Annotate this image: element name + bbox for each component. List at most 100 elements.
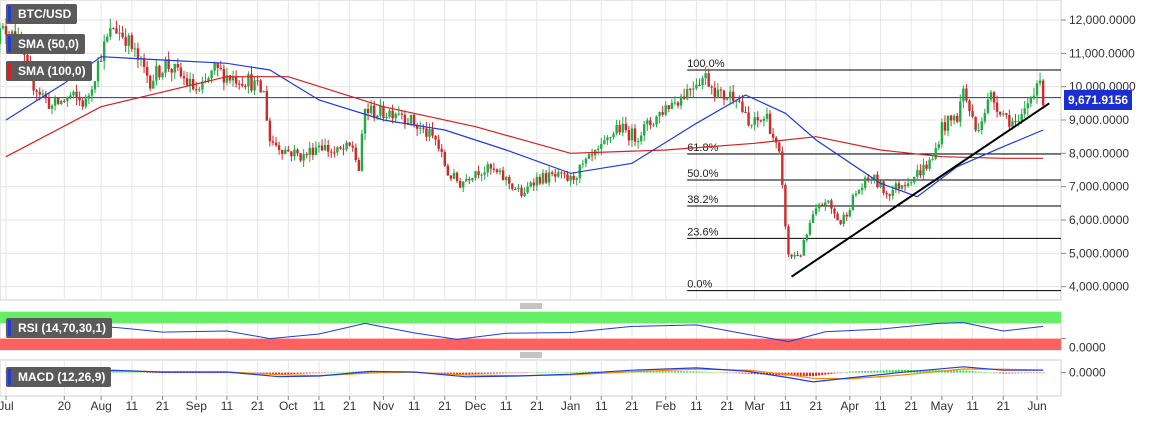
candle-up — [93, 81, 97, 94]
macd-histogram-bar — [216, 372, 219, 374]
candle-up — [695, 78, 698, 91]
macd-histogram-bar — [710, 372, 713, 373]
candle-body — [560, 172, 563, 174]
legend-sma100[interactable]: SMA (100,0) — [6, 61, 92, 81]
candle-up — [909, 178, 913, 187]
x-axis-tick-label: Feb — [655, 399, 676, 413]
candle-up — [1035, 80, 1039, 104]
candle-down — [489, 163, 493, 175]
candle-body — [854, 193, 858, 196]
candle-down — [667, 105, 670, 113]
candle-body — [799, 255, 802, 257]
candle-body — [821, 204, 824, 206]
x-axis-tick-label: 21 — [997, 399, 1011, 413]
legend-symbol[interactable]: BTC/USD — [6, 4, 78, 24]
macd-histogram-bar — [667, 371, 670, 373]
macd-histogram-bar — [753, 372, 756, 375]
candle-up — [72, 90, 75, 99]
candle-down — [882, 179, 885, 196]
candle-body — [127, 35, 130, 46]
macd-histogram-bar — [471, 372, 474, 375]
candle-down — [710, 85, 713, 95]
macd-histogram-bar — [321, 372, 324, 374]
candle-body — [897, 183, 901, 189]
candle-body — [268, 120, 272, 142]
macd-histogram-bar — [146, 372, 149, 374]
candle-down — [455, 171, 459, 184]
main-plot-area — [0, 0, 1062, 301]
candle-up — [725, 97, 729, 101]
x-axis-tick-label: Sep — [186, 399, 208, 413]
macd-histogram-bar — [201, 372, 204, 374]
candle-body — [689, 88, 692, 90]
macd-histogram-bar — [996, 372, 999, 374]
candle-down — [431, 122, 434, 139]
candle-body — [992, 92, 996, 103]
candle-body — [860, 187, 864, 191]
legend-macd[interactable]: MACD (12,26,9) — [6, 367, 112, 387]
candle-body — [369, 105, 373, 114]
candle-body — [713, 87, 717, 97]
candle-body — [618, 124, 621, 133]
x-axis-tick-label: Apr — [840, 399, 859, 413]
candle-down — [778, 141, 781, 155]
candle-up — [517, 183, 520, 192]
candle-up — [529, 180, 532, 188]
macd-histogram-bar — [492, 372, 495, 374]
candle-down — [1041, 78, 1045, 109]
candle-up — [606, 135, 609, 146]
macd-histogram-bar — [186, 372, 189, 374]
macd-histogram-bar — [848, 371, 851, 373]
macd-histogram-bar — [572, 371, 575, 373]
legend-rsi[interactable]: RSI (14,70,30,1) — [6, 318, 113, 338]
panel-splitter-1[interactable] — [520, 303, 542, 309]
candle-down — [719, 86, 723, 98]
x-axis-tick-label: 11 — [408, 399, 421, 413]
candle-body — [397, 113, 400, 115]
candle-down — [244, 83, 247, 90]
candle-up — [207, 76, 210, 84]
candle-body — [710, 86, 713, 88]
candle-body — [1029, 97, 1033, 104]
candle-body — [922, 164, 925, 176]
candle-body — [354, 147, 358, 160]
candle-down — [351, 141, 354, 152]
macd-histogram-bar — [176, 372, 179, 374]
candle-body — [802, 240, 805, 256]
candle-body — [336, 147, 339, 153]
candle-up — [753, 112, 756, 131]
candle-body — [201, 81, 204, 90]
candle-up — [0, 22, 2, 53]
candle-down — [142, 53, 146, 74]
candle-down — [722, 89, 726, 106]
candle-down — [280, 149, 284, 160]
macd-histogram-bar — [588, 371, 591, 373]
x-axis-tick-label: 11 — [779, 399, 792, 413]
candle-body — [124, 37, 127, 46]
candle-up — [152, 74, 155, 90]
macd-histogram-bar — [686, 371, 689, 373]
macd-histogram-bar — [968, 370, 971, 373]
candle-down — [366, 103, 370, 121]
candle-up — [66, 96, 69, 107]
candle-down — [468, 176, 471, 185]
candle-body — [112, 28, 115, 30]
candle-body — [685, 88, 689, 99]
macd-histogram-bar — [192, 372, 195, 374]
legend-sma50[interactable]: SMA (50,0) — [6, 34, 85, 54]
candle-body — [839, 220, 842, 224]
candle-up — [851, 193, 855, 211]
candle-down — [56, 97, 60, 106]
candle-down — [182, 70, 186, 86]
sma100-line — [5, 76, 1044, 159]
candle-down — [422, 124, 425, 134]
candle-body — [581, 163, 585, 165]
candle-body — [716, 89, 720, 97]
macd-histogram-bar — [830, 372, 833, 374]
candle-up — [802, 237, 805, 257]
candle-down — [1005, 112, 1008, 119]
candle-down — [747, 106, 750, 127]
candle-down — [437, 134, 440, 152]
panel-splitter-2[interactable] — [520, 352, 542, 358]
